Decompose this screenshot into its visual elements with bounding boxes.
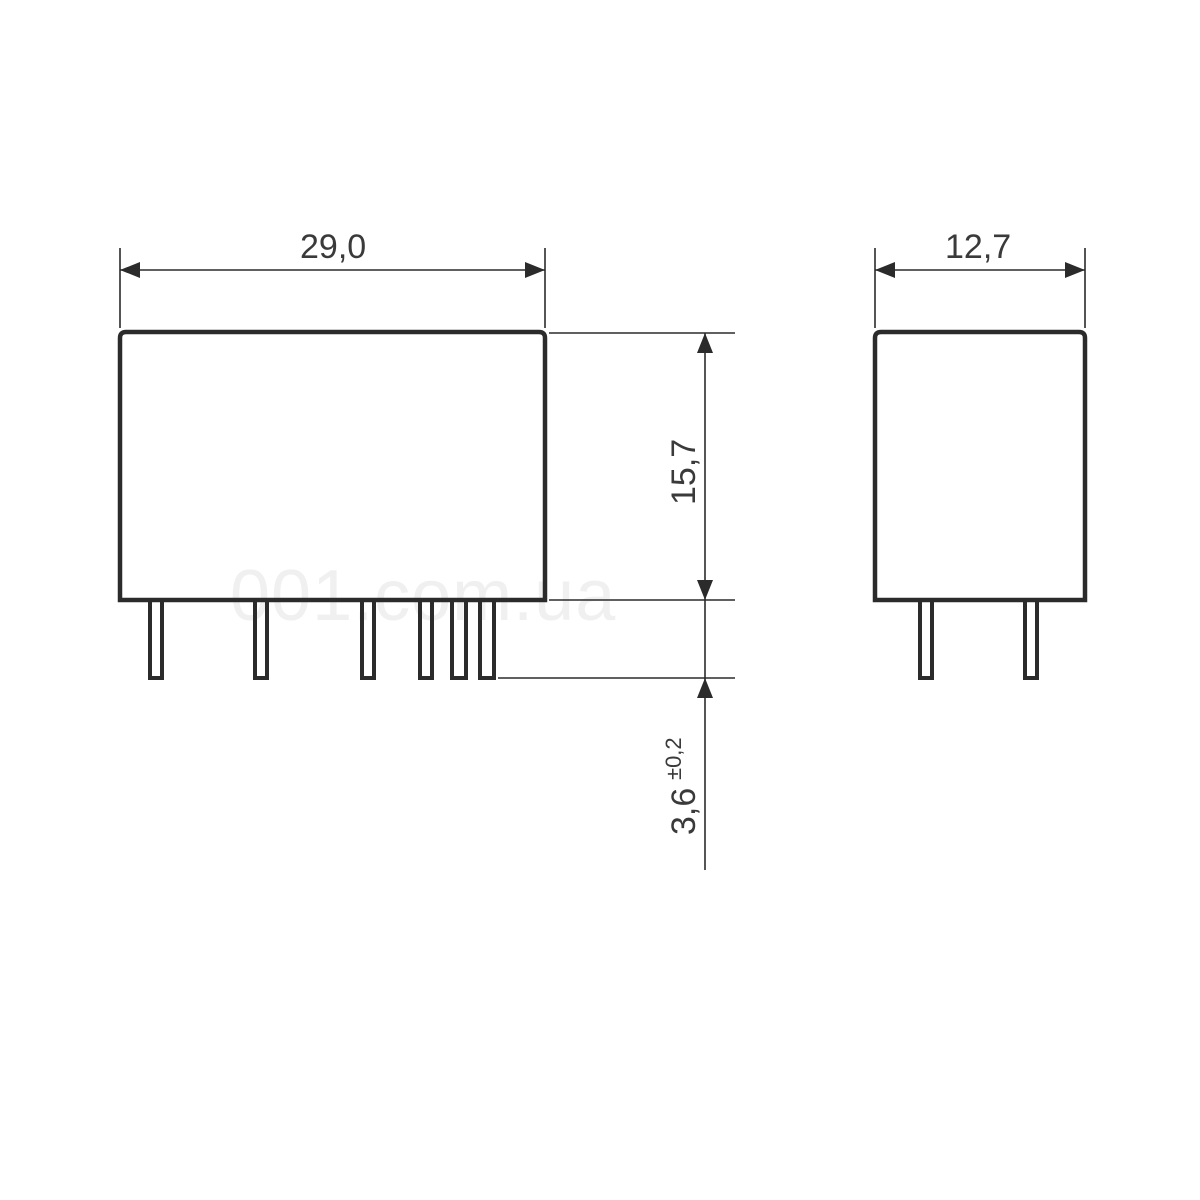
dim-pin-height-label: 3,6 [665,788,703,835]
side-pins [920,602,1037,678]
side-view [875,332,1085,678]
dim-front-width: 29,0 [120,228,545,328]
dim-body-height-label: 15,7 [665,439,703,505]
dim-pin-height: 3,6 ±0,2 [498,600,735,870]
dim-pin-height-tol: ±0,2 [661,737,686,780]
side-body [875,332,1085,600]
watermark-text: 001.com.ua [230,556,616,636]
dim-side-width: 12,7 [875,228,1085,328]
technical-drawing: 001.com.ua 29,0 [0,0,1200,1200]
dim-front-width-label: 29,0 [300,228,366,266]
dim-side-width-label: 12,7 [945,228,1011,266]
